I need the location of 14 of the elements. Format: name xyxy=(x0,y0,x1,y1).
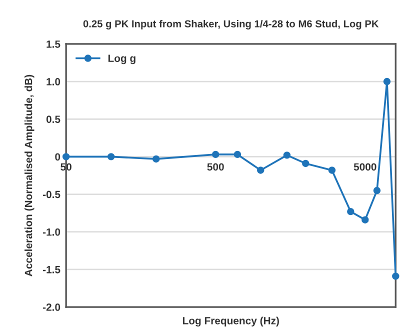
y-tick-label: 1.5 xyxy=(46,40,60,48)
x-tick-label: 5000 xyxy=(354,163,376,171)
x-tick-label: 500 xyxy=(207,163,224,171)
legend-label: Log g xyxy=(108,54,136,64)
y-tick-label: 0 xyxy=(55,153,60,161)
y-tick-label: 0.5 xyxy=(46,116,60,123)
y-tick-label: -2.0 xyxy=(42,304,60,311)
y-tick-label: -1.5 xyxy=(42,266,60,274)
chart-title: 0.25 g PK Input from Shaker, Using 1/4-28 to M6 Stud, Log PK xyxy=(83,20,379,30)
y-tick-label: -0.5 xyxy=(42,190,60,198)
x-axis-title: Log Frequency (Hz) xyxy=(182,316,279,327)
y-axis-title: Acceleration (Normalised Amplitude, dB) xyxy=(24,74,34,276)
y-tick-label: -1.0 xyxy=(42,228,60,236)
y-tick-label: 1.0 xyxy=(46,78,60,86)
